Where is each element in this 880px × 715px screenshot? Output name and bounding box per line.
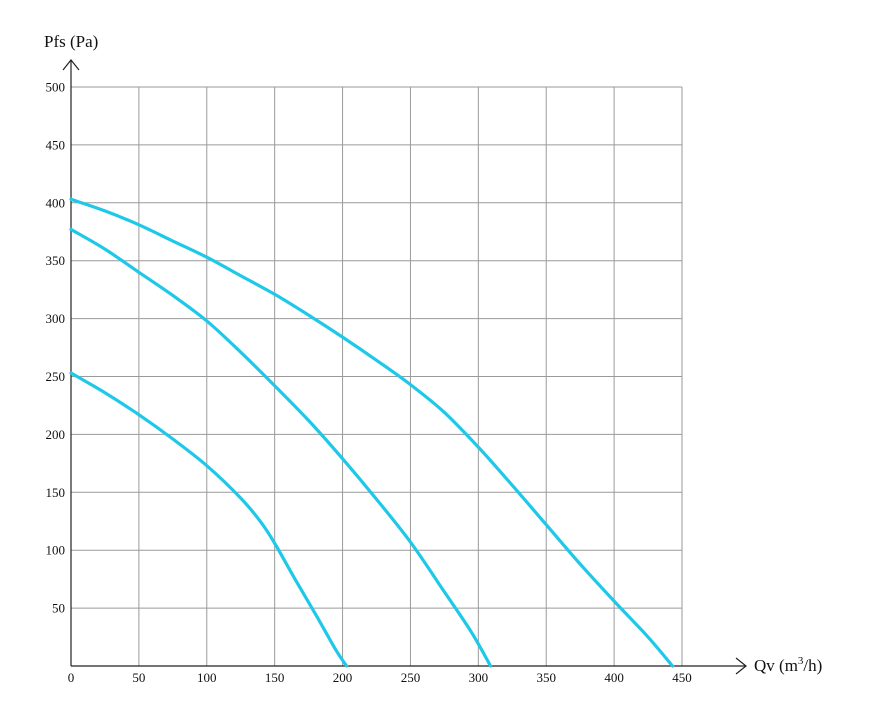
y-tick-label: 150 <box>46 485 66 500</box>
fan-curve-3 <box>69 197 675 668</box>
x-tick-label: 150 <box>265 670 285 685</box>
fan-curve-2 <box>69 227 493 668</box>
y-tick-label: 250 <box>46 369 66 384</box>
x-axis-title-superscript: 3 <box>798 655 804 667</box>
x-tick-label: 400 <box>604 670 624 685</box>
x-tick-label: 100 <box>197 670 217 685</box>
x-tick-label: 350 <box>536 670 556 685</box>
series <box>69 197 675 668</box>
y-tick-label: 50 <box>52 601 65 616</box>
y-tick-label: 450 <box>46 137 66 152</box>
x-tick-label: 0 <box>68 670 75 685</box>
y-tick-label: 500 <box>46 80 66 95</box>
y-axis-arrow-icon <box>62 59 80 71</box>
x-tick-label: 300 <box>469 670 489 685</box>
fan-curve-1 <box>69 371 349 668</box>
y-tick-label: 400 <box>46 195 66 210</box>
y-axis-title: Pfs (Pa) <box>44 32 98 51</box>
axes <box>62 59 747 675</box>
x-axis-title-tail: /h) <box>803 656 822 675</box>
x-tick-label: 450 <box>672 670 692 685</box>
y-tick-label: 300 <box>46 311 66 326</box>
x-tick-label: 50 <box>132 670 145 685</box>
y-tick-label: 350 <box>46 253 66 268</box>
x-axis-title: Qv (m3/h) <box>754 655 822 675</box>
y-tick-label: 200 <box>46 427 66 442</box>
x-axis-arrow-icon <box>735 657 747 675</box>
x-axis-title-main: Qv (m <box>754 656 798 675</box>
x-tick-label: 250 <box>401 670 421 685</box>
y-tick-label: 100 <box>46 543 66 558</box>
tick-labels: 0 50 100 150 200 250 300 350 400 450 50 100 150 200 25… <box>46 80 692 686</box>
grid <box>71 86 683 666</box>
x-tick-label: 200 <box>333 670 353 685</box>
